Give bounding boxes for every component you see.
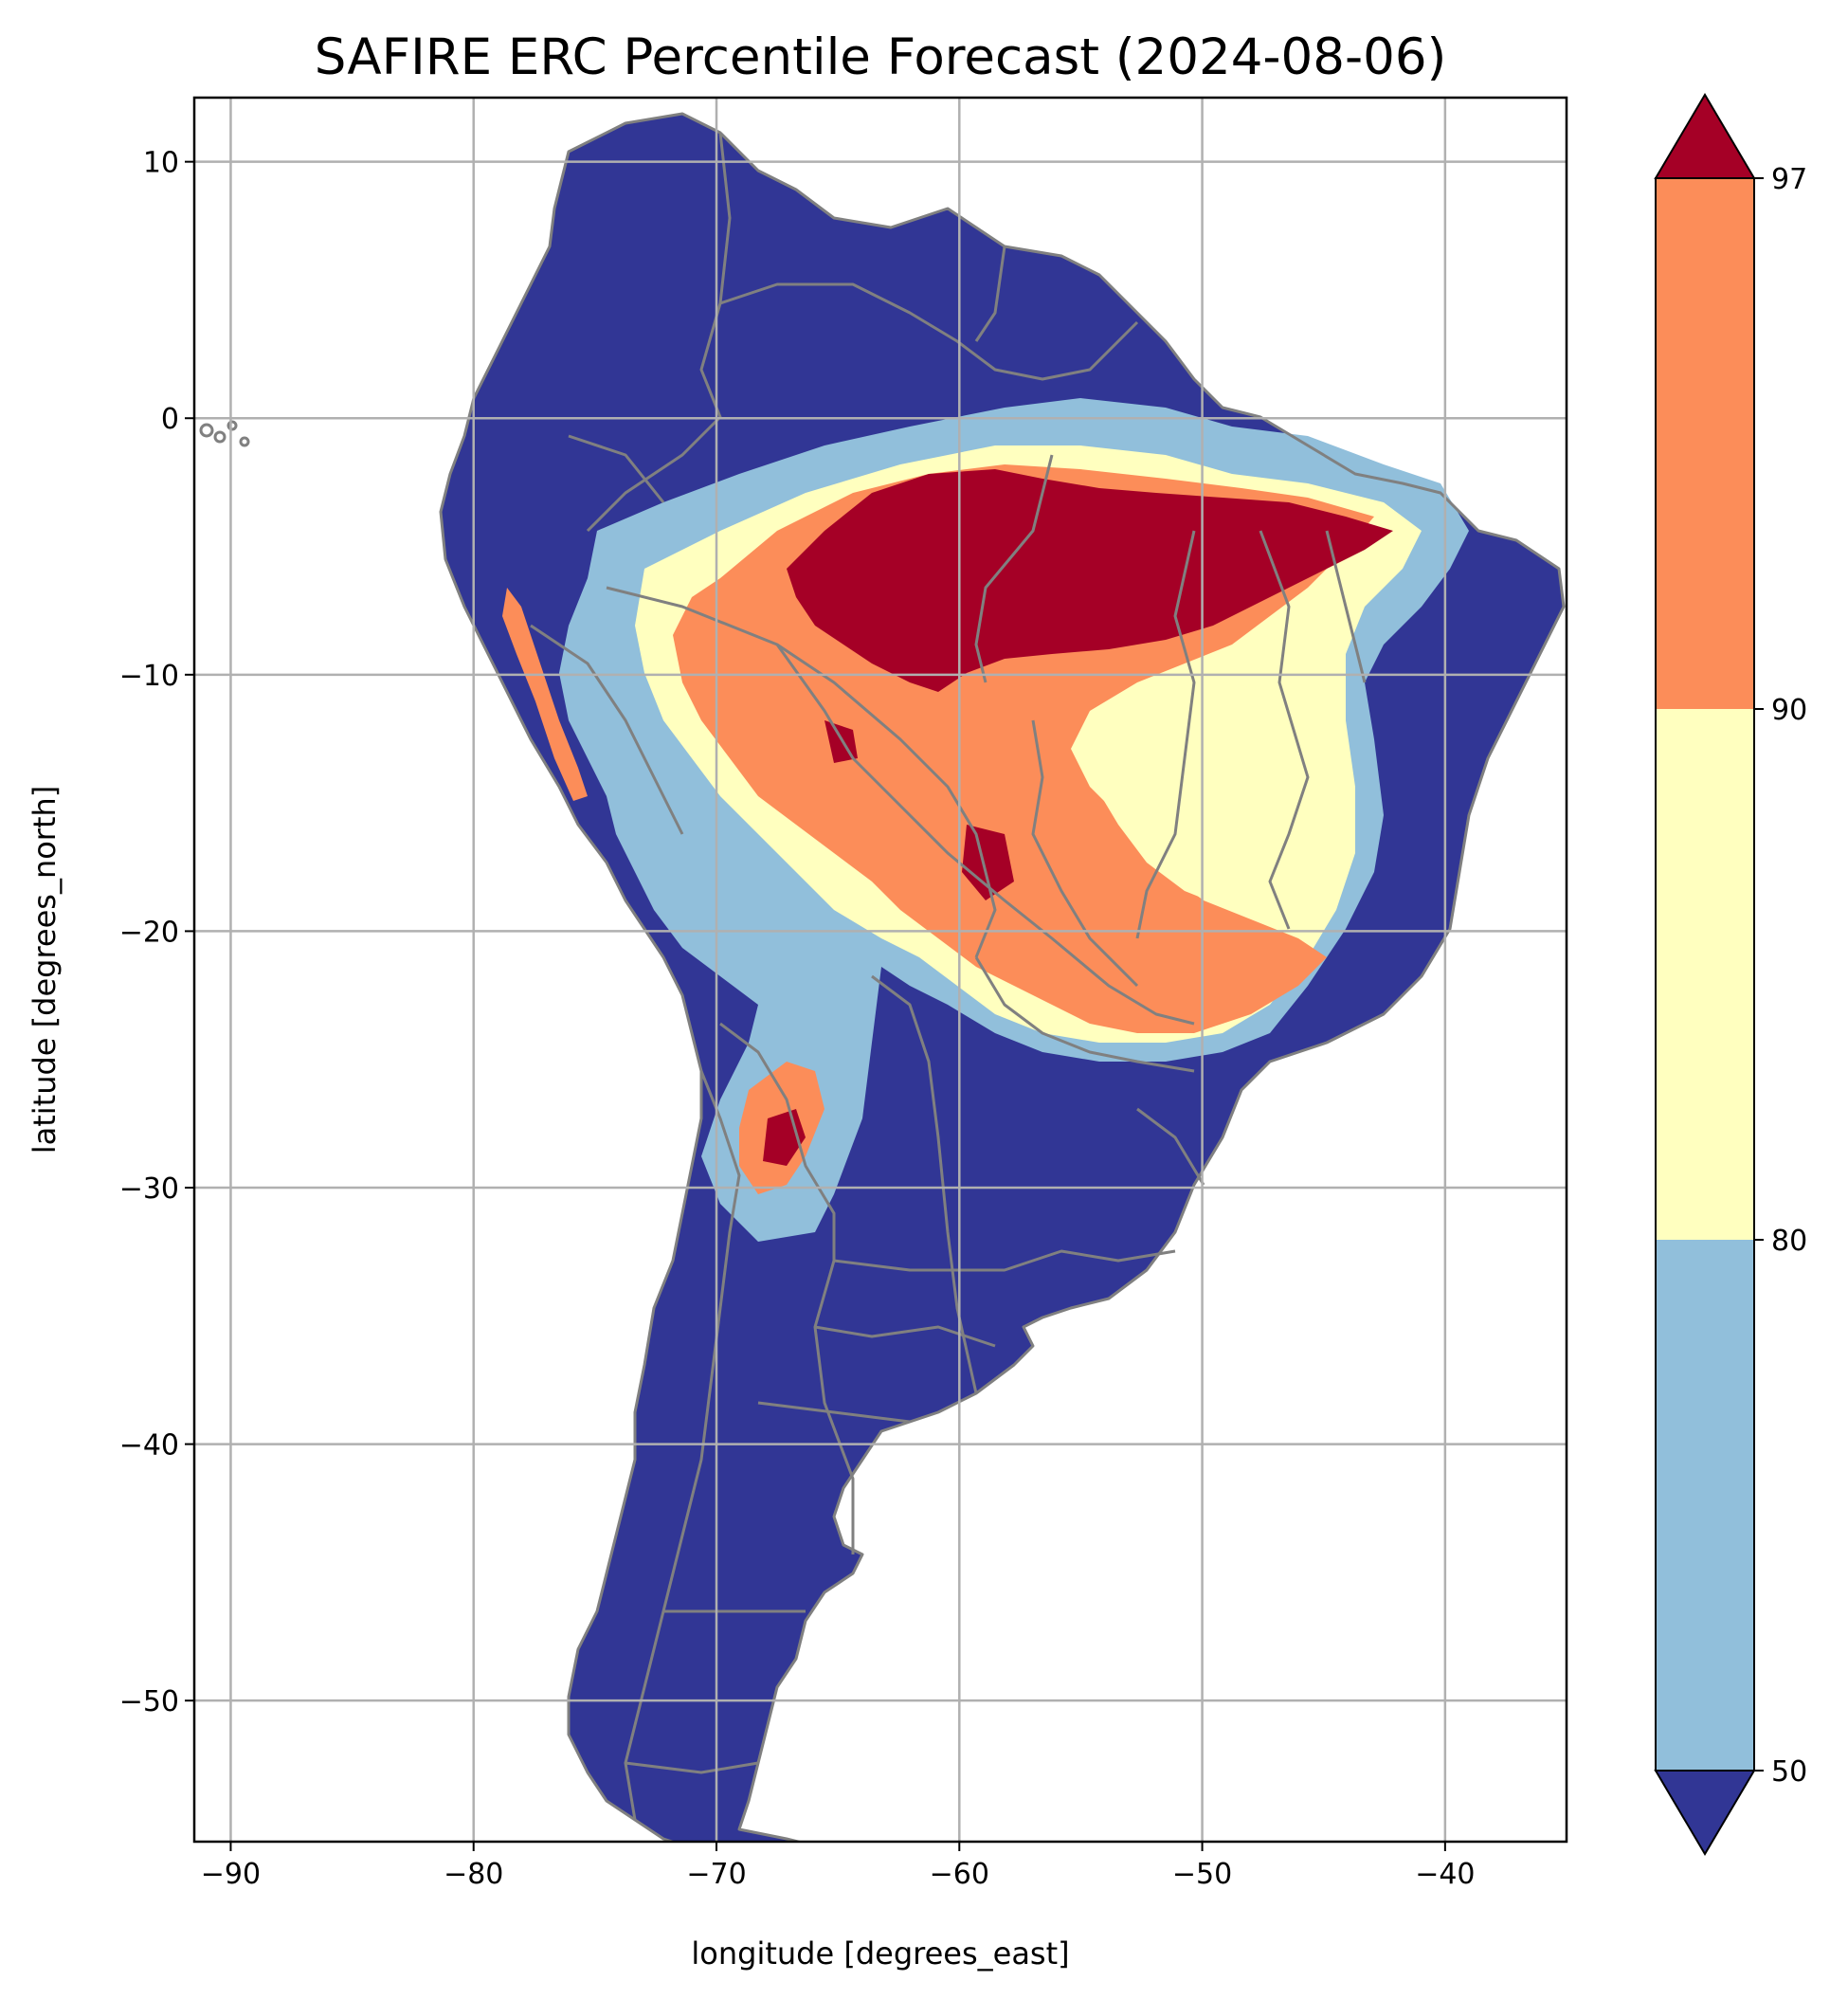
erc-bin-80-90-interior [1080,682,1346,929]
y-tick-label: −20 [119,916,179,949]
colorbar-tick-label: 50 [1771,1755,1807,1789]
admin-borders [439,112,1566,1842]
x-axis-ticks: −90 −80 −70 −60 −50 −40 [201,1842,1476,1891]
colorbar-tick-label: 80 [1771,1225,1807,1258]
colorbar-segment [1656,709,1754,1240]
axes-frame [192,96,1568,1844]
colorbar-segment [1656,1240,1754,1771]
y-tick-label: 0 [161,403,179,436]
y-axis-ticks: 10 0 −10 −20 −30 −40 −50 [119,147,194,1718]
colorbar: 50 80 90 97 [1654,93,1807,1856]
y-tick-label: −10 [119,660,179,693]
map-layer [199,112,1566,1842]
x-tick-label: −60 [930,1858,989,1891]
x-tick-label: −50 [1172,1858,1232,1891]
erc-bin-above-97 [787,469,1393,692]
gridlines [194,98,1567,1842]
x-tick-label: −90 [201,1858,261,1891]
x-tick-label: −70 [686,1858,746,1891]
y-axis-label: latitude [degrees_north] [27,786,63,1154]
chart-title: SAFIRE ERC Percentile Forecast (2024-08-… [315,28,1447,86]
erc-andes-hotspot-north [502,588,588,801]
x-axis-label: longitude [degrees_east] [691,1935,1069,1972]
y-tick-label: −40 [119,1429,179,1463]
x-tick-label: −40 [1415,1858,1475,1891]
colorbar-segment [1656,178,1754,709]
map-axes: −90 −80 −70 −60 −50 −40 10 0 −10 −20 −30 −40 −50 [119,96,1568,1891]
colorbar-frame [1655,177,1755,1772]
colorbar-tick-label: 97 [1771,163,1807,196]
y-tick-label: −30 [119,1172,179,1206]
y-tick-label: −50 [119,1685,179,1718]
x-tick-label: −80 [444,1858,503,1891]
y-tick-label: 10 [143,147,179,180]
colorbar-tick-label: 90 [1771,694,1807,727]
colorbar-extend-max [1654,93,1756,179]
erc-andes-red-spots [763,720,1014,1166]
colorbar-extend-min [1654,1770,1756,1856]
galapagos-islands [199,420,250,447]
